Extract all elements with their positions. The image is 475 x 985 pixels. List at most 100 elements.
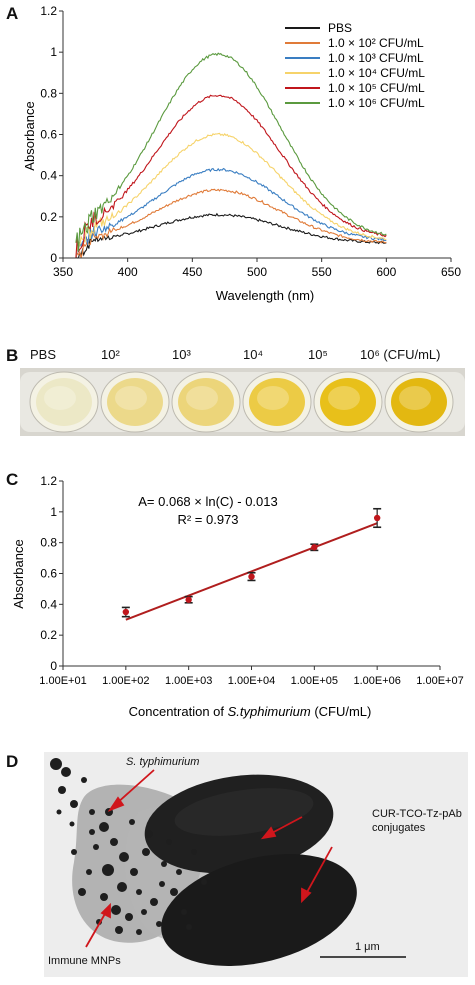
- mnp-particle: [191, 849, 197, 855]
- tem-label-conjugates-2: conjugates: [372, 822, 426, 834]
- well: [242, 371, 312, 433]
- mnp-particle: [181, 909, 187, 915]
- mnp-particle: [129, 819, 135, 825]
- well-label-pbs: PBS: [30, 347, 57, 362]
- legend-entry: 1.0 × 10⁴ CFU/mL: [328, 66, 425, 80]
- well: [29, 371, 99, 433]
- mnp-particle: [89, 829, 95, 835]
- mnp-particle: [99, 822, 109, 832]
- spectra-x-tick-label: 450: [182, 265, 202, 279]
- spectra-series-line: [75, 94, 387, 259]
- tem-image: [44, 752, 468, 977]
- spectra-y-tick-label: 0: [50, 251, 57, 265]
- mnp-particle: [58, 786, 66, 794]
- equation-label: A= 0.068 × ln(C) - 0.013: [138, 494, 277, 509]
- spectra-y-tick-label: 0.2: [40, 210, 57, 224]
- well: [384, 371, 454, 433]
- mnp-particle: [70, 800, 78, 808]
- calibration-x-label: Concentration of S.typhimurium (CFU/mL): [129, 704, 372, 719]
- wells-photo: [20, 368, 465, 436]
- calibration-y-tick-label: 1: [50, 505, 57, 519]
- mnp-particle: [125, 913, 133, 921]
- calibration-x-tick-label: 1.00E+05: [291, 675, 338, 687]
- tem-label-mnps: Immune MNPs: [48, 955, 121, 967]
- spectra-y-tick-label: 0.8: [40, 86, 57, 100]
- legend-entry: 1.0 × 10⁶ CFU/mL: [328, 96, 425, 110]
- spectra-y-tick-label: 1: [50, 45, 57, 59]
- calibration-y-tick-label: 0.8: [40, 536, 57, 550]
- calibration-x-tick-label: 1.00E+03: [165, 675, 212, 687]
- mnp-particle: [81, 777, 87, 783]
- mnp-particle: [50, 758, 62, 770]
- spectra-series-line: [75, 212, 387, 259]
- spectra-x-tick-label: 350: [53, 265, 73, 279]
- mnp-particle: [161, 861, 167, 867]
- panel-c-letter: C: [6, 470, 19, 489]
- mnp-particle: [110, 838, 118, 846]
- calibration-y-label: Absorbance: [11, 539, 26, 608]
- legend-entry: 1.0 × 10³ CFU/mL: [328, 51, 424, 65]
- mnp-particle: [119, 852, 129, 862]
- legend-entry: 1.0 × 10⁵ CFU/mL: [328, 81, 425, 95]
- panel-a-letter: A: [6, 4, 19, 23]
- mnp-particle: [201, 879, 207, 885]
- spectra-y-tick-label: 0.4: [40, 169, 57, 183]
- data-point: [310, 543, 319, 552]
- mnp-particle: [186, 924, 192, 930]
- mnp-particle: [156, 921, 162, 927]
- spectra-x-tick-label: 550: [312, 265, 332, 279]
- mnp-particle: [117, 882, 127, 892]
- spectra-chart: 350 400 450 500 550 600 650 0 0.2 0.4 0.6 0.8 1 1.2 P…: [22, 4, 461, 303]
- spectra-x-label: Wavelength (nm): [216, 288, 315, 303]
- mnp-particle: [176, 869, 182, 875]
- mnp-particle: [170, 888, 178, 896]
- calibration-y-tick-label: 1.2: [40, 474, 57, 488]
- well: [100, 371, 170, 433]
- data-point: [373, 507, 382, 529]
- well: [313, 371, 383, 433]
- mnp-particle: [166, 839, 172, 845]
- spectra-x-tick-label: 500: [247, 265, 267, 279]
- spectra-y-tick-label: 1.2: [40, 4, 57, 18]
- tem-label-conjugates: CUR-TCO-Tz-pAb: [372, 808, 462, 820]
- spectra-y-label: Absorbance: [22, 101, 37, 170]
- mnp-particle: [56, 809, 62, 815]
- panel-d-letter: D: [6, 752, 19, 771]
- tem-scale-label: 1 μm: [355, 941, 380, 953]
- mnp-particle: [78, 888, 86, 896]
- mnp-particle: [130, 868, 138, 876]
- calibration-y-tick-label: 0.4: [40, 597, 57, 611]
- spectra-y-tick-label: 0.6: [40, 128, 57, 142]
- well: [171, 371, 241, 433]
- spectra-x-tick-label: 600: [376, 265, 396, 279]
- data-point: [121, 606, 130, 618]
- mnp-particle: [141, 909, 147, 915]
- calibration-y-tick-label: 0.2: [40, 628, 57, 642]
- spectra-series-line: [75, 52, 387, 252]
- well-label-1e5: 10⁵: [308, 347, 328, 362]
- mnp-particle: [111, 905, 121, 915]
- calibration-x-tick-label: 1.00E+06: [353, 675, 400, 687]
- mnp-particle: [136, 929, 142, 935]
- spectra-series-line: [75, 188, 387, 259]
- spectra-x-tick-label: 650: [441, 265, 461, 279]
- mnp-particle: [89, 809, 95, 815]
- mnp-particle: [115, 926, 123, 934]
- mnp-particle: [136, 889, 142, 895]
- legend-entry: 1.0 × 10² CFU/mL: [328, 36, 424, 50]
- mnp-particle: [150, 898, 158, 906]
- well-label-1e2: 10²: [101, 347, 120, 362]
- mnp-particle: [86, 869, 92, 875]
- panel-b-letter: B: [6, 346, 19, 365]
- mnp-particle: [102, 864, 114, 876]
- legend-entry: PBS: [328, 21, 352, 35]
- mnp-particle: [142, 848, 150, 856]
- r2-label: R² = 0.973: [177, 512, 238, 527]
- mnp-particle: [61, 767, 71, 777]
- calibration-x-tick-label: 1.00E+02: [102, 675, 149, 687]
- mnp-particle: [71, 849, 77, 855]
- mnp-particle: [159, 881, 165, 887]
- calibration-x-tick-label: 1.00E+07: [416, 675, 463, 687]
- data-point: [247, 571, 256, 582]
- mnp-particle: [69, 821, 75, 827]
